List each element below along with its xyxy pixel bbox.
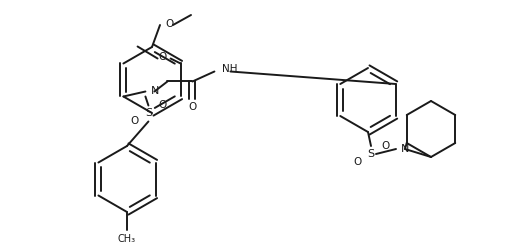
Text: S: S bbox=[368, 149, 374, 159]
Text: N: N bbox=[151, 86, 159, 97]
Text: O: O bbox=[381, 141, 389, 151]
Text: O: O bbox=[130, 117, 139, 126]
Text: O: O bbox=[158, 53, 167, 62]
Text: O: O bbox=[188, 103, 197, 112]
Text: N: N bbox=[401, 144, 410, 154]
Text: O: O bbox=[353, 157, 361, 167]
Text: S: S bbox=[145, 108, 152, 119]
Text: O: O bbox=[165, 19, 173, 29]
Text: NH: NH bbox=[222, 63, 238, 74]
Text: CH₃: CH₃ bbox=[118, 234, 136, 244]
Text: O: O bbox=[158, 101, 166, 110]
